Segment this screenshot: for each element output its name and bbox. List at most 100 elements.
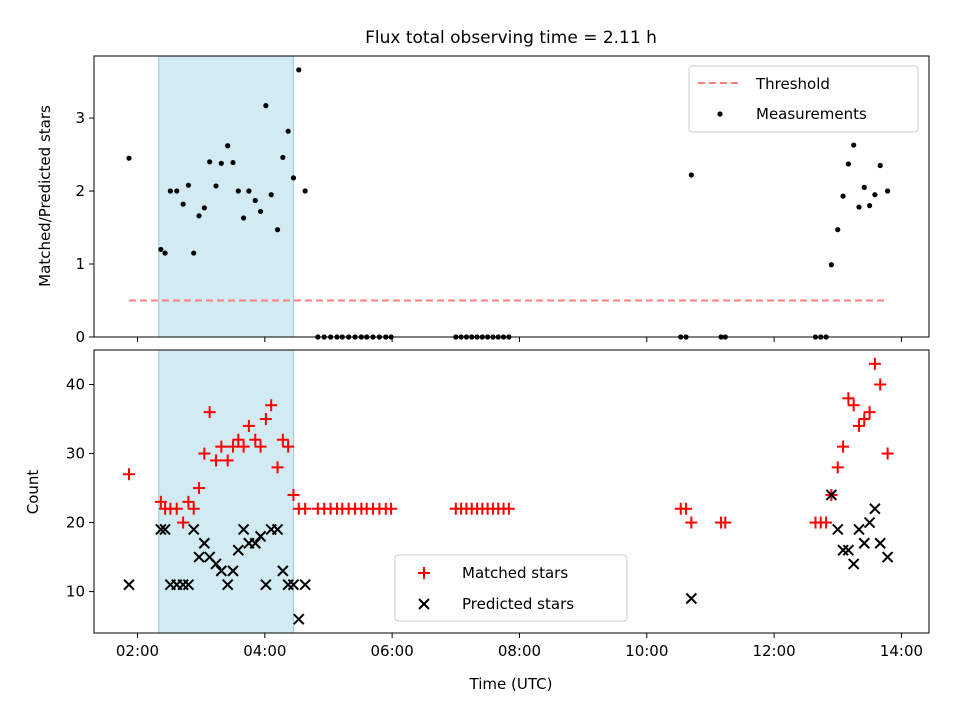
measurement-point [257, 208, 264, 215]
observing-window-region [158, 349, 294, 634]
x-tick-label: 06:00 [371, 642, 414, 660]
y-tick-label: 10 [66, 583, 85, 601]
legend-measurements-swatch [717, 111, 723, 117]
measurement-point [126, 155, 132, 161]
measurement-point [218, 160, 224, 166]
predicted-star-point [193, 551, 205, 563]
matched-star-point [210, 454, 223, 467]
bottom-legend-box [394, 554, 628, 622]
y-tick-label: 1 [75, 255, 85, 273]
measurement-point [185, 182, 192, 188]
matched-star-point [259, 413, 272, 426]
y-tick-label: 30 [66, 445, 85, 463]
matched-star-point [837, 440, 850, 453]
matched-star-point [299, 502, 312, 515]
legend-predicted-swatch [418, 598, 430, 610]
legend-measurements-label: Measurements [756, 105, 867, 123]
top-y-axis-label: Matched/Predicted stars [36, 105, 54, 287]
matched-star-point [170, 502, 183, 515]
matched-star-point [858, 413, 871, 426]
predicted-star-point [271, 523, 284, 536]
matched-star-point [685, 516, 698, 529]
matched-star-point [868, 357, 881, 370]
top-panel-axes: 0 1 2 3 [75, 55, 930, 346]
predicted-star-point [853, 523, 865, 536]
matched-star-point [847, 399, 860, 412]
top-panel: 0 1 2 3 Matched/Predicted stars Threshold M… [36, 55, 930, 346]
predicted-star-point [227, 565, 239, 577]
measurement-point [225, 143, 231, 149]
predicted-star-point [260, 578, 272, 591]
legend-predicted-label: Predicted stars [462, 595, 574, 613]
x-tick-label: 12:00 [752, 642, 795, 660]
predicted-star-point [869, 503, 881, 515]
y-tick-label: 3 [75, 109, 85, 127]
x-tick-label: 14:00 [880, 642, 923, 660]
measurement-point [191, 250, 197, 256]
matched-star-point [719, 516, 732, 529]
matched-star-point [287, 488, 300, 501]
measurement-point [230, 159, 236, 166]
measurement-point [263, 103, 269, 109]
matched-star-point [226, 440, 239, 453]
measurement-point [274, 227, 281, 233]
x-tick-label: 04:00 [243, 642, 286, 660]
bottom-y-axis-label: Count [24, 470, 42, 515]
matched-star-point [820, 516, 833, 529]
predicted-star-point [210, 558, 222, 570]
matched-star-point [215, 440, 228, 453]
measurement-point [207, 159, 213, 165]
matched-star-point [249, 433, 262, 446]
predicted-star-point [215, 565, 228, 577]
predicted-star-point [863, 516, 876, 529]
bottom-legend: Matched stars Predicted stars [394, 554, 628, 622]
measurement-point [246, 188, 252, 194]
x-tick-label: 08:00 [498, 642, 541, 660]
legend-threshold-label: Threshold [755, 75, 830, 93]
measurement-point [213, 183, 219, 189]
bottom-panel-axes: 10 20 30 40 02:00 04:00 06:00 08:00 10:00 12:00 14… [66, 349, 930, 660]
predicted-star-point [825, 489, 838, 501]
measurement-point [302, 188, 308, 194]
measurement-point [158, 246, 164, 253]
matched-star-point [852, 419, 865, 432]
legend-matched-swatch [418, 567, 430, 579]
observing-window-shade-top [158, 55, 294, 338]
predicted-star-point [287, 578, 300, 591]
measurement-point [235, 188, 241, 194]
predicted-star-point [858, 537, 870, 549]
measurement-point [280, 154, 286, 161]
measurement-point [167, 188, 173, 194]
measurement-point [828, 262, 834, 268]
predicted-star-point [685, 592, 698, 605]
y-tick-label: 2 [75, 182, 85, 200]
top-legend: Threshold Measurements [688, 65, 919, 133]
x-axis-label: Time (UTC) [469, 675, 553, 693]
measurement-point [196, 213, 202, 219]
predicted-star-point [188, 523, 200, 536]
chart-title: Flux total observing time = 2.11 h [365, 28, 657, 48]
y-tick-label: 0 [75, 328, 85, 346]
predicted-star-point [159, 523, 171, 536]
top-legend-box [688, 65, 919, 133]
predicted-star-point [881, 551, 894, 563]
matched-star-point [874, 378, 887, 391]
matched-star-point [863, 406, 876, 419]
measurement-point [268, 192, 274, 198]
measurement-point [840, 193, 846, 199]
matched-star-point [680, 502, 693, 515]
predicted-star-point [293, 613, 305, 625]
bottom-panel-marks [123, 357, 894, 625]
predicted-star-point [221, 578, 234, 591]
matched-star-point [198, 447, 211, 460]
measurement-point [856, 204, 862, 210]
matched-star-point [221, 454, 234, 467]
x-tick-label: 10:00 [625, 642, 668, 660]
measurement-point [866, 203, 873, 209]
measurement-point [835, 227, 841, 233]
measurement-point [180, 201, 186, 207]
matched-star-point [881, 447, 894, 460]
predicted-star-point [299, 578, 311, 591]
matched-star-point [154, 495, 167, 508]
